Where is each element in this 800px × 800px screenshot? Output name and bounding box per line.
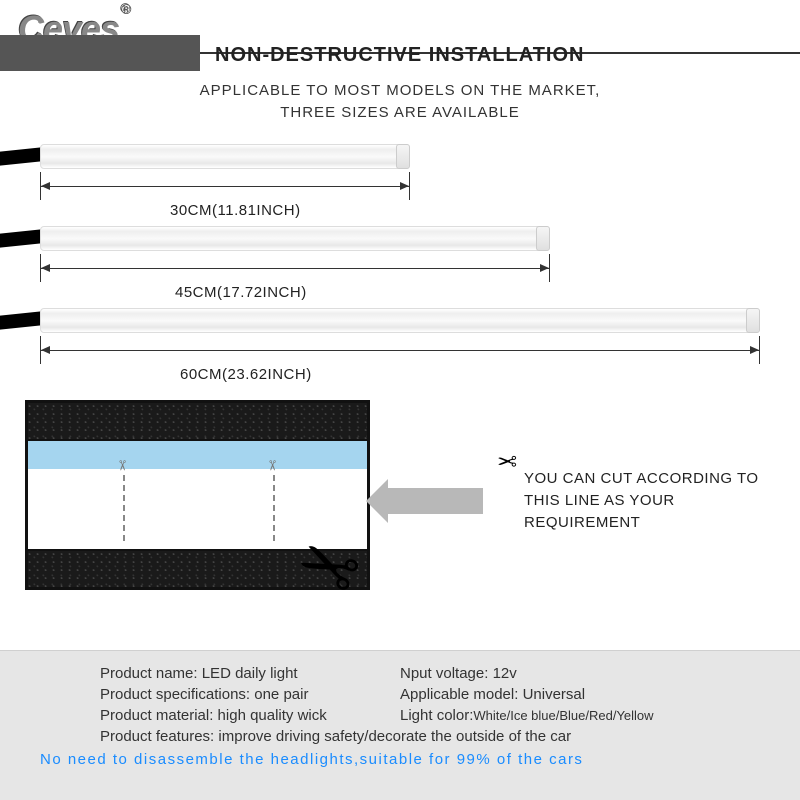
size-strips: 30CM(11.81INCH) 45CM(17.72INCH) 60CM(23.… [0, 140, 800, 386]
cut-text-line-1: YOU CAN CUT ACCORDING TO [524, 470, 759, 487]
strip-row-30: 30CM(11.81INCH) [0, 140, 800, 222]
specs-panel: Product name: LED daily light Nput volta… [0, 650, 800, 800]
spec-color: Light color:White/Ice blue/Blue/Red/Yell… [400, 707, 780, 724]
tube-45 [40, 226, 550, 251]
spec-footnote: No need to disassemble the headlights,su… [40, 751, 780, 768]
size-label-45: 45CM(17.72INCH) [175, 284, 307, 301]
blue-band [28, 439, 367, 469]
arrow-left-icon [388, 488, 483, 514]
tube-30 [40, 144, 410, 169]
wire-icon [0, 229, 43, 249]
spec-model: Applicable model: Universal [400, 686, 780, 703]
tube-60 [40, 308, 760, 333]
size-label-60: 60CM(23.62INCH) [180, 366, 312, 383]
scissors-small-icon: ✂ [497, 448, 517, 477]
size-label-30: 30CM(11.81INCH) [170, 202, 301, 219]
strip-row-60: 60CM(23.62INCH) [0, 304, 800, 386]
spec-voltage: Nput voltage: 12v [400, 665, 780, 682]
spec-features: Product features: improve driving safety… [100, 728, 780, 745]
dimension-line-45 [40, 254, 550, 282]
cut-instruction-row: ✂ ✂ YOU CAN CUT ACCORDING TO THIS LINE A… [0, 400, 800, 600]
page-title: NON-DESTRUCTIVE INSTALLATION [215, 44, 584, 67]
trademark-icon: ® [121, 1, 130, 17]
wire-icon [0, 147, 43, 167]
dimension-line-60 [40, 336, 760, 364]
cut-instruction-text: YOU CAN CUT ACCORDING TO THIS LINE AS YO… [524, 468, 780, 533]
subtitle: APPLICABLE TO MOST MODELS ON THE MARKET,… [0, 80, 800, 124]
spec-material: Product material: high quality wick [100, 707, 400, 724]
wire-icon [0, 311, 43, 331]
texture-top [28, 403, 367, 439]
specs-grid: Product name: LED daily light Nput volta… [100, 665, 780, 768]
cut-text-line-2: THIS LINE AS YOUR REQUIREMENT [524, 492, 675, 531]
strip-row-45: 45CM(17.72INCH) [0, 222, 800, 304]
cut-mark-2 [273, 475, 275, 541]
cut-panel: ✂ [25, 400, 370, 590]
subtitle-line-2: THREE SIZES ARE AVAILABLE [280, 104, 520, 121]
subtitle-line-1: APPLICABLE TO MOST MODELS ON THE MARKET, [200, 82, 601, 99]
cut-mark-1 [123, 475, 125, 541]
spec-specifications: Product specifications: one pair [100, 686, 400, 703]
dimension-line-30 [40, 172, 410, 200]
spec-name: Product name: LED daily light [100, 665, 400, 682]
